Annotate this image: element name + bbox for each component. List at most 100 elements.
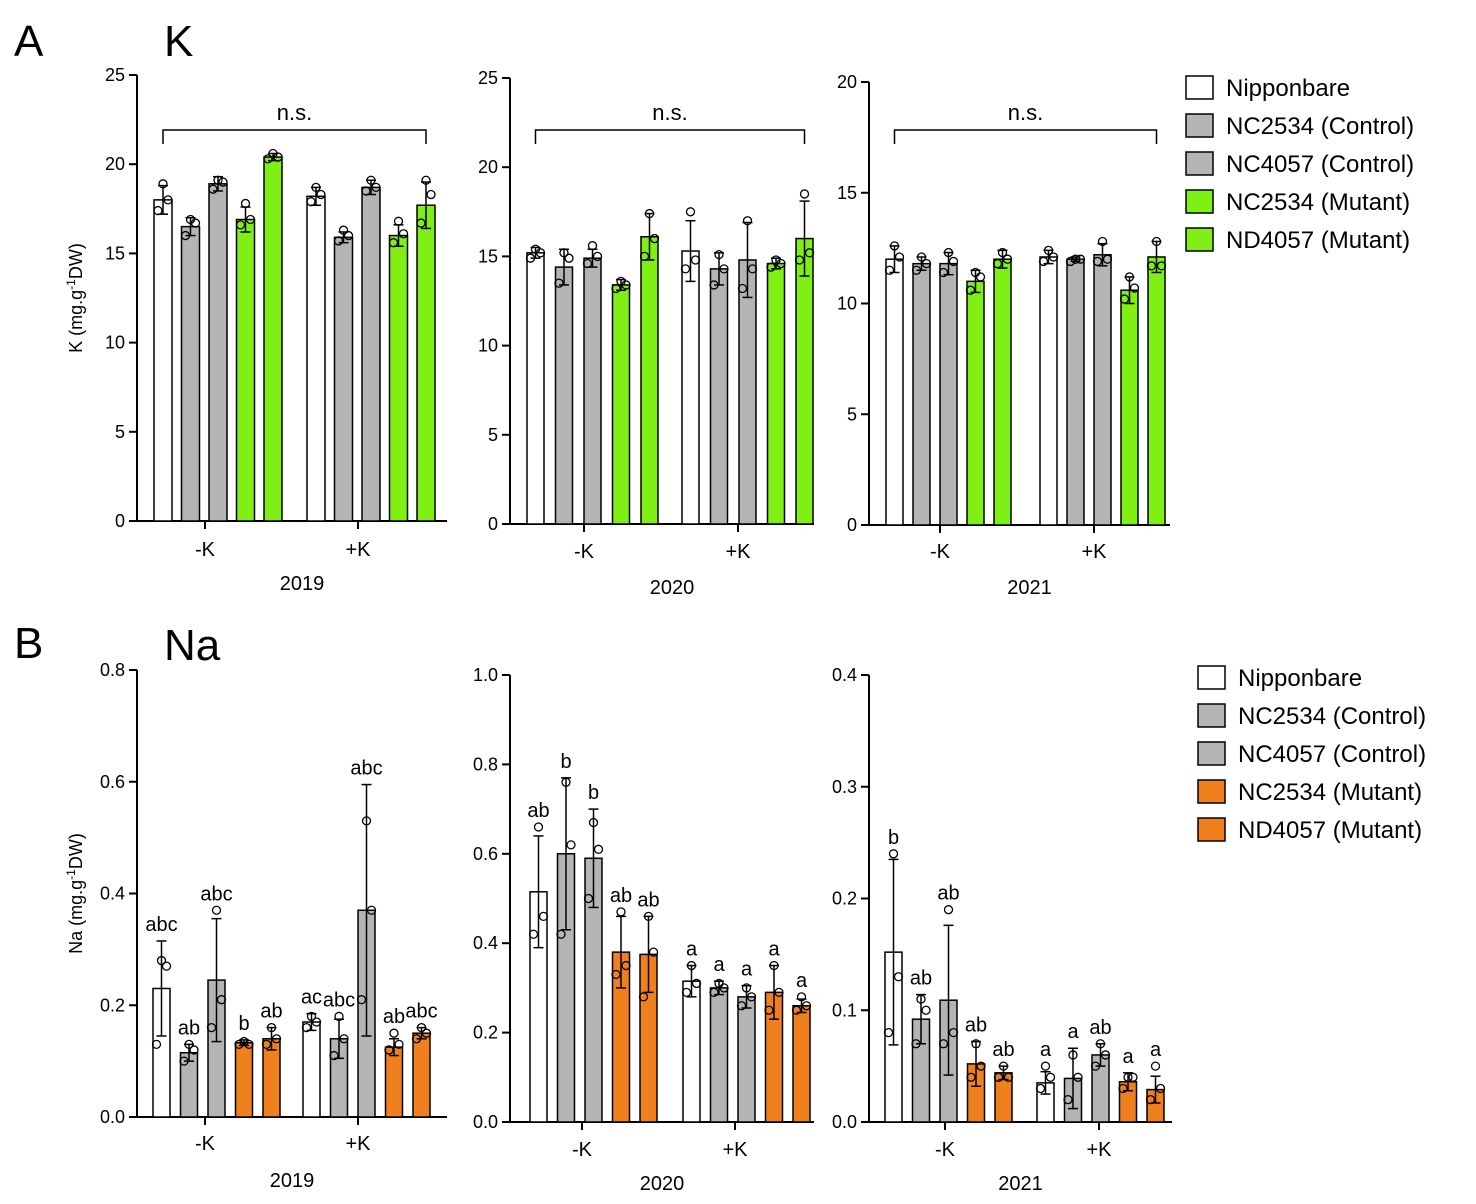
legend-swatch bbox=[1185, 227, 1214, 252]
significance-letter: a bbox=[768, 939, 780, 961]
bar bbox=[611, 284, 631, 525]
y-tick-label: 25 bbox=[478, 68, 498, 88]
data-point bbox=[554, 278, 564, 288]
data-point bbox=[638, 992, 649, 1002]
data-point bbox=[801, 1001, 812, 1011]
data-point bbox=[306, 1011, 317, 1022]
data-point bbox=[1040, 1061, 1051, 1071]
data-point bbox=[1146, 261, 1157, 271]
legend-label: Nipponbare bbox=[1238, 665, 1362, 692]
x-tick-label: +K bbox=[345, 1133, 371, 1155]
data-point bbox=[266, 1022, 277, 1033]
bar bbox=[302, 1021, 321, 1118]
legend-label: NC4057 (Control) bbox=[1226, 151, 1414, 178]
significance-letter: ab bbox=[178, 1017, 200, 1039]
legend-swatch bbox=[1185, 75, 1214, 100]
data-point bbox=[1038, 256, 1049, 267]
data-point bbox=[998, 1061, 1009, 1071]
data-point bbox=[938, 1039, 949, 1049]
data-point bbox=[1097, 236, 1108, 247]
data-point bbox=[690, 255, 701, 265]
chart-k2019: 0 5 10 15 20 25 -K +K 2019 K (mg.g-1DW) n.s. bbox=[64, 65, 447, 595]
bar bbox=[179, 1051, 199, 1118]
data-point bbox=[311, 182, 321, 193]
chart-k2020: 0 5 10 15 20 25 -K +K 2020 n.s. bbox=[478, 68, 815, 599]
y-tick-label: 0.3 bbox=[832, 777, 857, 797]
data-point bbox=[261, 1039, 272, 1050]
data-point bbox=[1151, 236, 1162, 247]
data-point bbox=[681, 987, 692, 998]
data-point bbox=[244, 1039, 254, 1050]
data-point bbox=[883, 1027, 894, 1038]
year-label: 2021 bbox=[1007, 577, 1052, 599]
data-point bbox=[156, 955, 167, 966]
significance-letter: a bbox=[796, 970, 808, 992]
data-point bbox=[583, 893, 594, 904]
significance-letter: a bbox=[1040, 1039, 1052, 1061]
data-point bbox=[538, 911, 549, 922]
significance-label: n.s. bbox=[277, 100, 312, 125]
data-point bbox=[235, 220, 246, 230]
data-point bbox=[561, 777, 571, 787]
data-point bbox=[394, 1039, 404, 1050]
bar bbox=[180, 225, 201, 522]
data-point bbox=[339, 1034, 349, 1044]
data-point bbox=[384, 1045, 394, 1055]
significance-letter: ab bbox=[965, 1015, 987, 1037]
data-point bbox=[1145, 1095, 1156, 1105]
data-point bbox=[566, 840, 576, 850]
data-point bbox=[1070, 254, 1081, 264]
data-point bbox=[333, 236, 344, 246]
y-tick-label: 5 bbox=[488, 425, 498, 445]
significance-letter: a bbox=[741, 959, 753, 981]
legend-label: ND4057 (Mutant) bbox=[1238, 817, 1422, 844]
data-point bbox=[153, 205, 163, 216]
data-point bbox=[208, 184, 218, 194]
data-point bbox=[938, 267, 949, 278]
data-point bbox=[894, 252, 905, 262]
y-tick-label: 0.2 bbox=[100, 995, 125, 1015]
data-point bbox=[680, 264, 691, 274]
y-tick-label: 0.4 bbox=[100, 884, 125, 904]
data-point bbox=[691, 978, 702, 989]
bar bbox=[709, 268, 729, 525]
data-point bbox=[245, 214, 256, 225]
data-point bbox=[1045, 1072, 1056, 1082]
significance-letter: a bbox=[1122, 1046, 1134, 1068]
data-point bbox=[611, 283, 621, 294]
data-point bbox=[943, 905, 954, 915]
bar bbox=[792, 1005, 811, 1123]
significance-letter: ab bbox=[637, 889, 659, 911]
data-point bbox=[234, 1039, 244, 1050]
bar bbox=[885, 258, 904, 526]
panel-b-title: Na bbox=[164, 621, 221, 670]
x-tick-label: -K bbox=[195, 1133, 216, 1155]
data-point bbox=[948, 256, 959, 267]
significance-letter: abc bbox=[145, 914, 177, 936]
legend-swatch bbox=[1185, 151, 1214, 176]
data-point bbox=[1100, 1050, 1111, 1060]
data-point bbox=[593, 844, 604, 854]
data-point bbox=[1129, 283, 1140, 293]
significance-letter: ac bbox=[301, 987, 322, 1009]
legend-swatch bbox=[1197, 665, 1226, 690]
data-point bbox=[185, 214, 196, 225]
x-tick-label: -K bbox=[574, 541, 595, 563]
data-point bbox=[329, 1050, 339, 1061]
year-label: 2019 bbox=[270, 1170, 315, 1192]
data-point bbox=[211, 905, 222, 915]
data-point bbox=[151, 1039, 162, 1050]
data-point bbox=[1048, 252, 1059, 262]
y-tick-label: 0.6 bbox=[100, 772, 125, 792]
x-tick-label: +K bbox=[1086, 1139, 1112, 1161]
data-point bbox=[161, 961, 172, 971]
data-point bbox=[398, 229, 409, 239]
data-point bbox=[911, 265, 922, 275]
significance-letter: ab bbox=[992, 1039, 1014, 1061]
x-tick-label: -K bbox=[935, 1139, 956, 1161]
bar bbox=[306, 195, 326, 522]
x-tick-label: +K bbox=[722, 1139, 748, 1161]
